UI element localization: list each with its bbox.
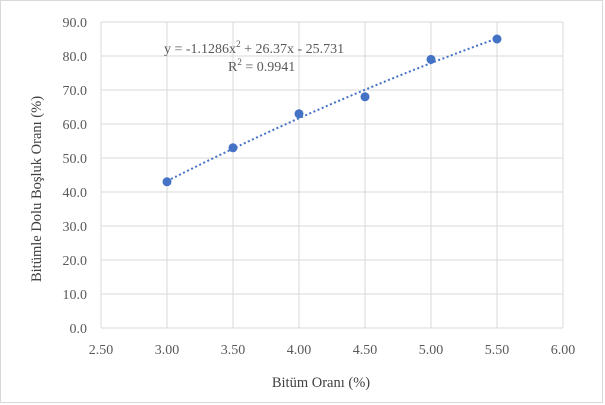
y-tick-label: 60.0 [63, 118, 88, 133]
x-tick-label: 2.50 [89, 343, 114, 358]
trendline-group [166, 37, 498, 182]
y-tick-label: 70.0 [63, 84, 88, 99]
y-tick-label: 10.0 [63, 288, 88, 303]
y-tick-label: 0.0 [70, 322, 88, 337]
data-point [294, 109, 304, 119]
x-tick-label: 5.50 [485, 343, 510, 358]
x-tick-label: 3.50 [221, 343, 246, 358]
x-tick-label: 5.00 [419, 343, 444, 358]
y-tick-label: 50.0 [63, 152, 88, 167]
data-point [492, 34, 502, 44]
x-tick-label: 4.00 [287, 343, 312, 358]
trendline [166, 37, 498, 182]
r-squared-label: R2 = 0.9941 [228, 57, 295, 75]
data-point [162, 177, 172, 187]
data-points [162, 34, 502, 187]
trendline-equation: y = -1.1286x2 + 26.37x - 25.731 [164, 39, 344, 57]
y-tick-label: 20.0 [63, 254, 88, 269]
x-tick-labels: 2.50 3.00 3.50 4.00 4.50 5.00 5.50 6.00 [89, 343, 576, 358]
x-tick-label: 4.50 [353, 343, 378, 358]
y-axis-title: Bitümle Dolu Boşluk Oranı (%) [29, 96, 45, 282]
y-tick-label: 80.0 [63, 50, 88, 65]
grid-lines [100, 21, 564, 329]
y-tick-label: 30.0 [63, 220, 88, 235]
x-axis-title: Bitüm Oranı (%) [272, 375, 370, 391]
y-tick-labels: 0.0 10.0 20.0 30.0 40.0 50.0 60.0 70.0 80.0 90.0 [63, 16, 88, 337]
y-tick-label: 40.0 [63, 186, 88, 201]
x-tick-label: 6.00 [551, 343, 576, 358]
data-point [228, 143, 238, 153]
x-tick-label: 3.00 [155, 343, 180, 358]
data-point [426, 54, 436, 64]
y-tick-label: 90.0 [63, 16, 88, 31]
data-point [360, 92, 370, 102]
